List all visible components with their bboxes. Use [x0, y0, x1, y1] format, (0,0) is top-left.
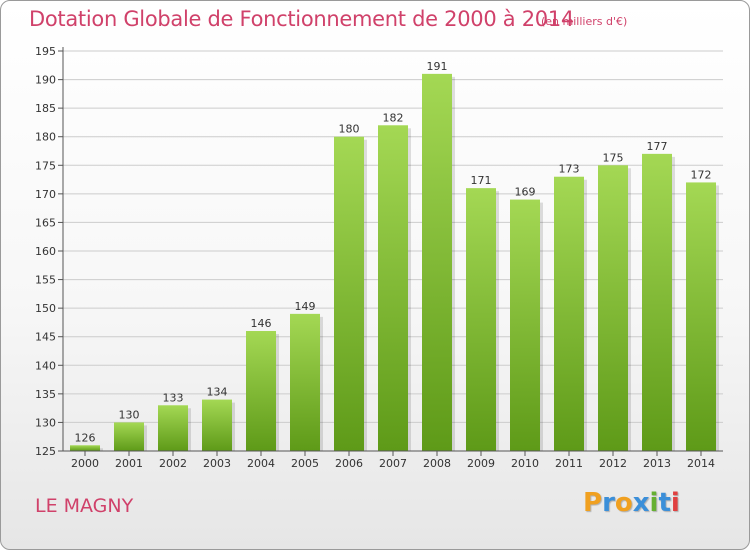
data-label: 171 — [471, 174, 492, 187]
data-label: 149 — [295, 300, 316, 313]
data-label: 169 — [515, 186, 536, 199]
logo-letter: x — [632, 488, 650, 518]
data-label: 191 — [427, 60, 448, 73]
y-tick-label: 145 — [35, 331, 56, 344]
y-tick-label: 160 — [35, 245, 56, 258]
x-tick-label: 2010 — [511, 457, 539, 470]
y-tick-label: 165 — [35, 216, 56, 229]
logo-letter: i — [670, 488, 680, 518]
bar — [70, 445, 100, 451]
y-tick-label: 155 — [35, 274, 56, 287]
x-tick-label: 2005 — [291, 457, 319, 470]
data-label: 180 — [339, 123, 360, 136]
bar — [686, 182, 716, 451]
bar — [158, 405, 188, 451]
data-label: 175 — [603, 151, 624, 164]
y-tick-label: 150 — [35, 302, 56, 315]
data-label: 134 — [207, 386, 228, 399]
x-tick-label: 2000 — [71, 457, 99, 470]
bar — [202, 399, 232, 451]
x-tick-label: 2008 — [423, 457, 451, 470]
bar — [334, 136, 364, 451]
y-tick-label: 125 — [35, 445, 56, 458]
y-tick-label: 185 — [35, 102, 56, 115]
logo-letter: t — [658, 488, 671, 518]
bar — [598, 165, 628, 452]
y-tick-label: 180 — [35, 131, 56, 144]
bar — [114, 422, 144, 451]
data-label: 173 — [559, 163, 580, 176]
data-label: 126 — [75, 431, 96, 444]
y-tick-label: 140 — [35, 359, 56, 372]
y-tick-label: 135 — [35, 388, 56, 401]
data-label: 182 — [383, 111, 404, 124]
data-label: 177 — [647, 140, 668, 153]
labels: 125 130 135 140 145 150 155 160 165 170 175 180 185 1… — [35, 45, 715, 470]
y-tick-label: 170 — [35, 188, 56, 201]
x-tick-label: 2002 — [159, 457, 187, 470]
logo-letter: r — [602, 488, 615, 518]
y-tick-label: 190 — [35, 74, 56, 87]
x-tick-label: 2013 — [643, 457, 671, 470]
x-tick-label: 2003 — [203, 457, 231, 470]
axes — [58, 47, 723, 456]
bar — [422, 73, 452, 451]
commune-name: LE MAGNY — [35, 495, 134, 517]
x-tick-label: 2012 — [599, 457, 627, 470]
chart-title: Dotation Globale de Fonctionnement de 20… — [29, 7, 574, 31]
x-tick-label: 2011 — [555, 457, 583, 470]
x-tick-label: 2007 — [379, 457, 407, 470]
y-tick-label: 130 — [35, 416, 56, 429]
bar — [642, 153, 672, 451]
data-label: 146 — [251, 317, 272, 330]
x-tick-label: 2001 — [115, 457, 143, 470]
data-label: 172 — [691, 168, 712, 181]
bar — [246, 331, 276, 451]
bar — [378, 125, 408, 452]
logo-letter: P — [583, 488, 603, 518]
x-tick-label: 2014 — [687, 457, 715, 470]
logo-letter: i — [649, 488, 659, 518]
bar — [510, 199, 540, 451]
bar — [466, 188, 496, 451]
proxiti-logo[interactable]: Proxiti — [583, 488, 680, 518]
x-tick-label: 2006 — [335, 457, 363, 470]
bars — [70, 73, 719, 452]
logo-letter: o — [614, 488, 633, 518]
y-tick-label: 195 — [35, 45, 56, 58]
bar — [554, 176, 584, 451]
x-tick-label: 2009 — [467, 457, 495, 470]
unit-note: (en milliers d'€) — [541, 15, 628, 28]
bar — [290, 313, 320, 451]
x-tick-label: 2004 — [247, 457, 275, 470]
data-label: 133 — [163, 391, 184, 404]
y-tick-label: 175 — [35, 159, 56, 172]
data-label: 130 — [119, 408, 140, 421]
